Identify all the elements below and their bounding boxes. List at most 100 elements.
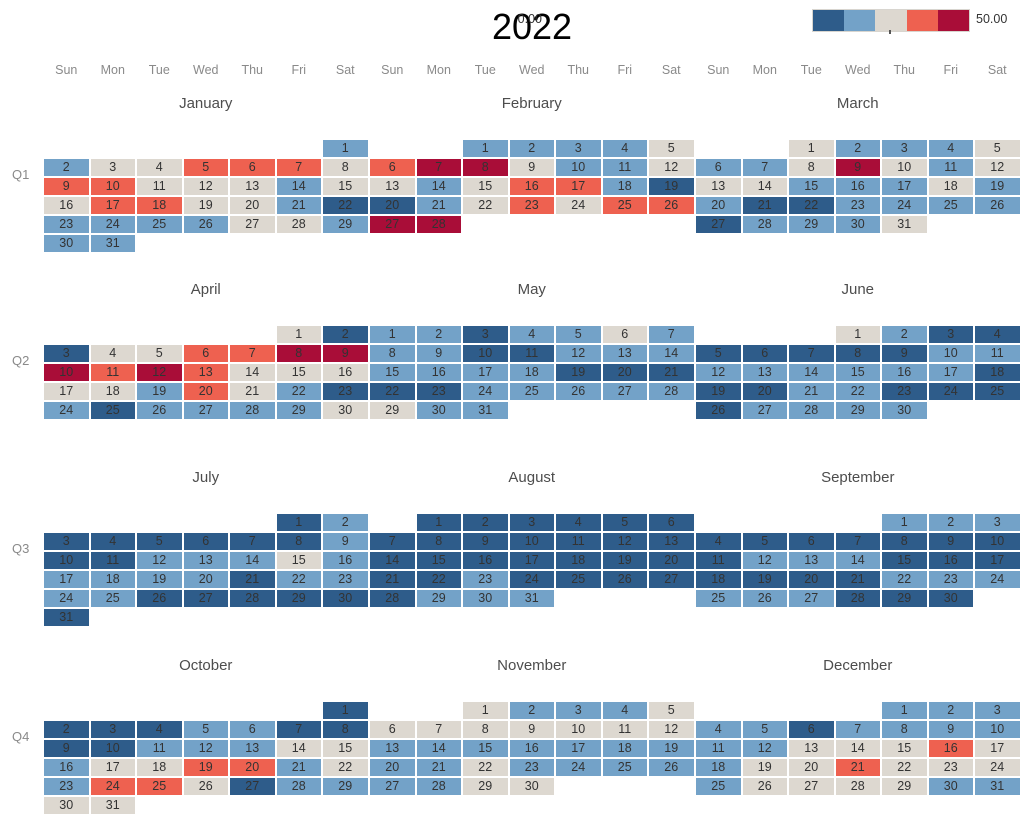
day-cell-october-2[interactable]: 2 [43, 720, 90, 739]
day-cell-may-24[interactable]: 24 [462, 382, 509, 401]
day-cell-august-17[interactable]: 17 [508, 551, 555, 570]
day-cell-april-21[interactable]: 21 [229, 382, 276, 401]
day-cell-october-8[interactable]: 8 [322, 720, 369, 739]
day-cell-september-11[interactable]: 11 [695, 551, 742, 570]
day-cell-november-9[interactable]: 9 [508, 720, 555, 739]
day-cell-august-1[interactable]: 1 [415, 513, 462, 532]
day-cell-july-30[interactable]: 30 [322, 589, 369, 608]
day-cell-june-11[interactable]: 11 [974, 344, 1021, 363]
day-cell-october-25[interactable]: 25 [136, 777, 183, 796]
day-cell-october-24[interactable]: 24 [89, 777, 136, 796]
day-cell-august-25[interactable]: 25 [555, 570, 602, 589]
day-cell-april-2[interactable]: 2 [322, 325, 369, 344]
day-cell-february-7[interactable]: 7 [415, 158, 462, 177]
day-cell-february-8[interactable]: 8 [462, 158, 509, 177]
day-cell-june-18[interactable]: 18 [974, 363, 1021, 382]
day-cell-november-4[interactable]: 4 [601, 701, 648, 720]
day-cell-january-20[interactable]: 20 [229, 196, 276, 215]
day-cell-april-6[interactable]: 6 [182, 344, 229, 363]
day-cell-january-13[interactable]: 13 [229, 177, 276, 196]
day-cell-july-18[interactable]: 18 [89, 570, 136, 589]
day-cell-september-7[interactable]: 7 [834, 532, 881, 551]
day-cell-november-16[interactable]: 16 [508, 739, 555, 758]
day-cell-august-26[interactable]: 26 [601, 570, 648, 589]
day-cell-october-29[interactable]: 29 [322, 777, 369, 796]
day-cell-july-23[interactable]: 23 [322, 570, 369, 589]
day-cell-june-27[interactable]: 27 [741, 401, 788, 420]
day-cell-august-22[interactable]: 22 [415, 570, 462, 589]
day-cell-september-17[interactable]: 17 [974, 551, 1021, 570]
day-cell-march-21[interactable]: 21 [741, 196, 788, 215]
day-cell-february-22[interactable]: 22 [462, 196, 509, 215]
day-cell-february-17[interactable]: 17 [555, 177, 602, 196]
day-cell-june-29[interactable]: 29 [834, 401, 881, 420]
day-cell-august-2[interactable]: 2 [462, 513, 509, 532]
day-cell-april-18[interactable]: 18 [89, 382, 136, 401]
day-cell-march-29[interactable]: 29 [788, 215, 835, 234]
day-cell-july-3[interactable]: 3 [43, 532, 90, 551]
day-cell-may-26[interactable]: 26 [555, 382, 602, 401]
day-cell-october-27[interactable]: 27 [229, 777, 276, 796]
day-cell-february-2[interactable]: 2 [508, 139, 555, 158]
day-cell-march-13[interactable]: 13 [695, 177, 742, 196]
day-cell-january-22[interactable]: 22 [322, 196, 369, 215]
day-cell-june-3[interactable]: 3 [927, 325, 974, 344]
day-cell-october-13[interactable]: 13 [229, 739, 276, 758]
day-cell-july-21[interactable]: 21 [229, 570, 276, 589]
day-cell-june-5[interactable]: 5 [695, 344, 742, 363]
day-cell-march-25[interactable]: 25 [927, 196, 974, 215]
day-cell-december-1[interactable]: 1 [881, 701, 928, 720]
day-cell-october-10[interactable]: 10 [89, 739, 136, 758]
day-cell-march-5[interactable]: 5 [974, 139, 1021, 158]
day-cell-august-8[interactable]: 8 [415, 532, 462, 551]
day-cell-september-16[interactable]: 16 [927, 551, 974, 570]
day-cell-may-30[interactable]: 30 [415, 401, 462, 420]
day-cell-march-30[interactable]: 30 [834, 215, 881, 234]
day-cell-february-14[interactable]: 14 [415, 177, 462, 196]
day-cell-february-19[interactable]: 19 [648, 177, 695, 196]
day-cell-july-7[interactable]: 7 [229, 532, 276, 551]
day-cell-july-28[interactable]: 28 [229, 589, 276, 608]
day-cell-september-19[interactable]: 19 [741, 570, 788, 589]
day-cell-december-28[interactable]: 28 [834, 777, 881, 796]
day-cell-february-20[interactable]: 20 [369, 196, 416, 215]
day-cell-july-15[interactable]: 15 [275, 551, 322, 570]
day-cell-october-21[interactable]: 21 [275, 758, 322, 777]
day-cell-may-14[interactable]: 14 [648, 344, 695, 363]
day-cell-november-6[interactable]: 6 [369, 720, 416, 739]
day-cell-august-6[interactable]: 6 [648, 513, 695, 532]
day-cell-april-29[interactable]: 29 [275, 401, 322, 420]
day-cell-january-4[interactable]: 4 [136, 158, 183, 177]
day-cell-november-17[interactable]: 17 [555, 739, 602, 758]
day-cell-april-27[interactable]: 27 [182, 401, 229, 420]
day-cell-may-28[interactable]: 28 [648, 382, 695, 401]
day-cell-october-30[interactable]: 30 [43, 796, 90, 815]
day-cell-october-28[interactable]: 28 [275, 777, 322, 796]
day-cell-september-29[interactable]: 29 [881, 589, 928, 608]
day-cell-june-24[interactable]: 24 [927, 382, 974, 401]
day-cell-march-26[interactable]: 26 [974, 196, 1021, 215]
day-cell-october-31[interactable]: 31 [89, 796, 136, 815]
day-cell-july-4[interactable]: 4 [89, 532, 136, 551]
legend-color-bar[interactable] [812, 9, 970, 32]
day-cell-april-23[interactable]: 23 [322, 382, 369, 401]
day-cell-december-23[interactable]: 23 [927, 758, 974, 777]
day-cell-september-2[interactable]: 2 [927, 513, 974, 532]
day-cell-march-6[interactable]: 6 [695, 158, 742, 177]
day-cell-april-19[interactable]: 19 [136, 382, 183, 401]
day-cell-august-4[interactable]: 4 [555, 513, 602, 532]
day-cell-june-15[interactable]: 15 [834, 363, 881, 382]
day-cell-march-3[interactable]: 3 [881, 139, 928, 158]
day-cell-april-11[interactable]: 11 [89, 363, 136, 382]
day-cell-april-3[interactable]: 3 [43, 344, 90, 363]
day-cell-august-10[interactable]: 10 [508, 532, 555, 551]
day-cell-december-21[interactable]: 21 [834, 758, 881, 777]
day-cell-may-19[interactable]: 19 [555, 363, 602, 382]
day-cell-april-26[interactable]: 26 [136, 401, 183, 420]
day-cell-may-13[interactable]: 13 [601, 344, 648, 363]
day-cell-april-8[interactable]: 8 [275, 344, 322, 363]
day-cell-november-14[interactable]: 14 [415, 739, 462, 758]
day-cell-october-17[interactable]: 17 [89, 758, 136, 777]
day-cell-november-21[interactable]: 21 [415, 758, 462, 777]
day-cell-august-19[interactable]: 19 [601, 551, 648, 570]
